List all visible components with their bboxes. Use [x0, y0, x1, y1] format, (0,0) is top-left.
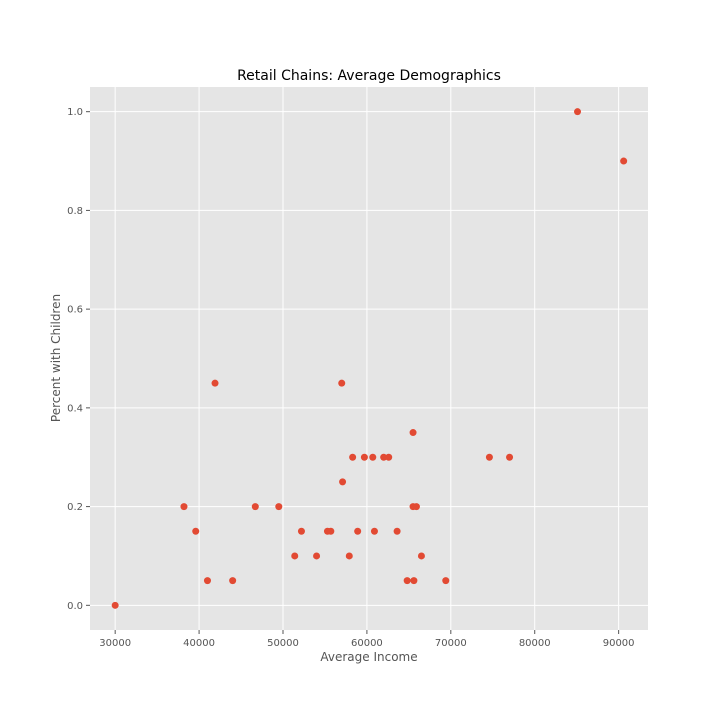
data-point	[393, 527, 401, 535]
data-point	[251, 503, 259, 511]
data-point	[403, 577, 411, 585]
y-tick-label: 1.0	[67, 107, 83, 118]
data-point	[360, 453, 368, 461]
data-point	[338, 379, 346, 387]
data-point	[370, 527, 378, 535]
data-point	[417, 552, 425, 560]
data-point	[297, 527, 305, 535]
data-point	[485, 453, 493, 461]
data-point	[354, 527, 362, 535]
chart-title: Retail Chains: Average Demographics	[237, 68, 501, 84]
data-point	[385, 453, 393, 461]
x-axis-label: Average Income	[320, 650, 417, 664]
data-point	[380, 453, 388, 461]
data-point	[192, 527, 200, 535]
data-point	[506, 453, 514, 461]
data-point	[442, 577, 450, 585]
x-tick-label: 60000	[351, 638, 383, 649]
x-tick-label: 70000	[435, 638, 467, 649]
y-tick-label: 0.0	[67, 601, 83, 612]
data-point	[180, 503, 188, 511]
y-tick-label: 0.8	[67, 206, 83, 217]
data-point	[409, 429, 417, 437]
ticks: 30000 40000 50000 60000 70000 80000 90000 0.0 0.…	[67, 107, 634, 649]
plot-background	[90, 87, 648, 630]
data-point	[111, 601, 119, 609]
data-point	[291, 552, 299, 560]
data-point	[349, 453, 357, 461]
data-point	[412, 503, 420, 511]
y-tick-label: 0.2	[67, 502, 83, 513]
y-tick-label: 0.4	[67, 403, 83, 414]
data-point	[620, 157, 628, 165]
data-point	[327, 527, 335, 535]
data-point	[369, 453, 377, 461]
data-point	[574, 108, 582, 116]
data-point	[203, 577, 211, 585]
x-tick-label: 40000	[183, 638, 215, 649]
data-point	[229, 577, 237, 585]
x-tick-label: 30000	[99, 638, 131, 649]
data-point	[410, 577, 418, 585]
y-axis-label: Percent with Children	[49, 294, 63, 422]
data-point	[345, 552, 353, 560]
x-tick-label: 50000	[267, 638, 299, 649]
x-tick-label: 90000	[603, 638, 635, 649]
data-point	[211, 379, 219, 387]
data-point	[275, 503, 283, 511]
y-tick-label: 0.6	[67, 305, 83, 316]
data-point	[313, 552, 321, 560]
x-tick-label: 80000	[519, 638, 551, 649]
data-points	[111, 108, 628, 609]
data-point	[339, 478, 347, 486]
grid	[90, 87, 648, 630]
